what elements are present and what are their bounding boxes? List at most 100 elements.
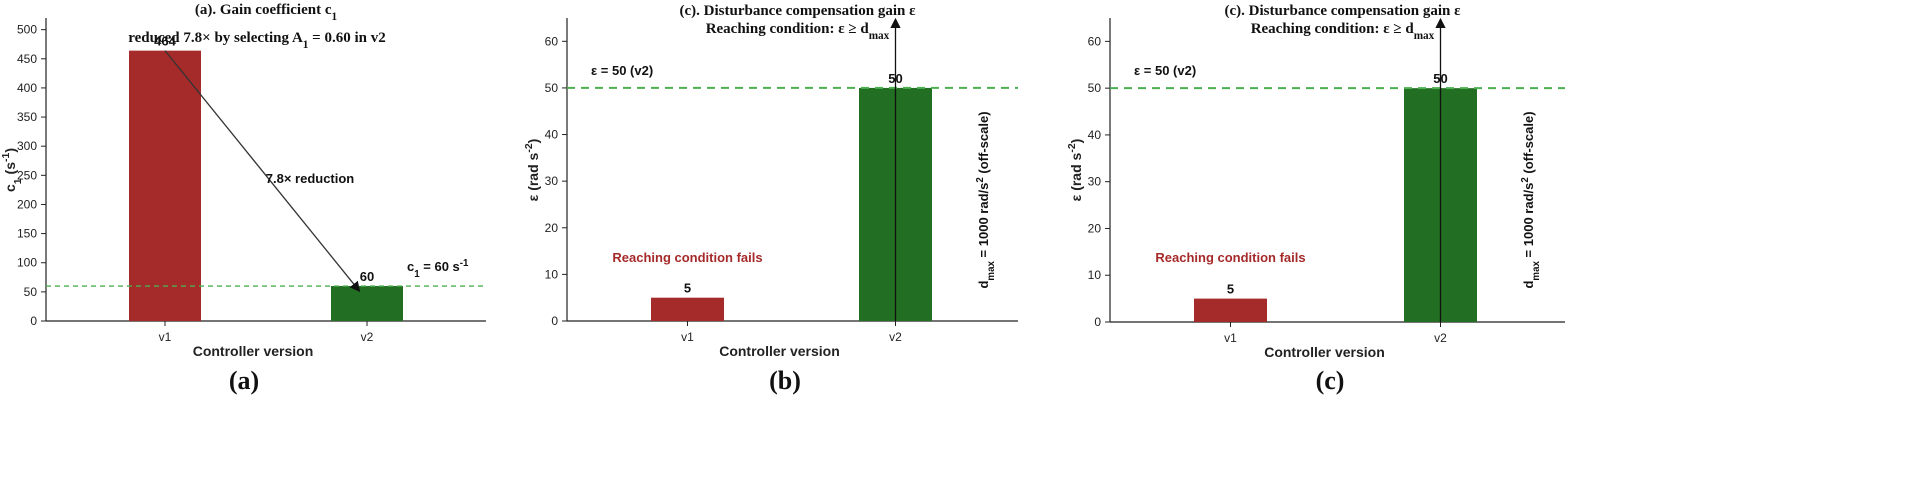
text-span: d [976, 281, 991, 289]
y-tick-label: 30 [545, 174, 559, 188]
text-span: ) [525, 139, 541, 144]
text-span: (c). Disturbance compensation gain ε [680, 3, 917, 19]
reference-line-label: ε = 50 (v2) [591, 63, 653, 78]
offscale-label: dmax = 1000 rad/s2 (off-scale) [975, 111, 997, 288]
offscale-label: dmax = 1000 rad/s2 (off-scale) [1520, 111, 1542, 288]
y-tick-label: 400 [17, 81, 37, 95]
reference-line-label: ε = 50 (v2) [1134, 63, 1196, 78]
text-span: c [407, 259, 414, 274]
text-span: 1 [332, 11, 338, 23]
text-span: Reaching condition: ε ≥ d [1251, 21, 1415, 37]
text-span: max [986, 260, 997, 280]
text-span: ε (rad s [1068, 152, 1084, 201]
x-axis-label: Controller version [1264, 344, 1385, 360]
text-span: d [1521, 281, 1536, 289]
text-span: 2 [1520, 177, 1531, 183]
bar-value-label: 464 [154, 34, 176, 49]
chart-subtitle: reduced 7.8× by selecting A1 = 0.60 in v… [128, 30, 385, 51]
y-tick-label: 30 [1088, 175, 1102, 189]
text-span: (off-scale) [1521, 111, 1536, 177]
fail-annotation: Reaching condition fails [1155, 250, 1305, 265]
x-axis-label: Controller version [193, 343, 314, 359]
text-span: = 60 s [420, 259, 460, 274]
bar-value-label: 5 [684, 281, 691, 296]
y-tick-label: 250 [17, 168, 37, 182]
bar-value-label: 5 [1227, 282, 1234, 297]
y-tick-label: 50 [1088, 81, 1102, 95]
x-axis-label: Controller version [719, 343, 840, 359]
x-tick-label: v2 [889, 330, 902, 344]
y-tick-label: 20 [545, 221, 559, 235]
chart-title: (c). Disturbance compensation gain ε [680, 3, 917, 19]
chart-panel-1: 0 50 100 150 200 250 300 350 400 450 500 464 v1 60 v2 C… [0, 2, 486, 395]
text-span: (a). Gain coefficient c [195, 2, 332, 18]
fail-annotation: Reaching condition fails [612, 250, 762, 265]
y-axis-label: ε (rad s-2) [523, 139, 541, 202]
y-tick-label: 0 [1094, 315, 1101, 329]
y-tick-label: 0 [551, 314, 558, 328]
bar-v2 [331, 286, 403, 321]
y-tick-label: 500 [17, 23, 37, 37]
y-axis-label: ε (rad s-2) [1066, 139, 1084, 202]
y-tick-label: 0 [30, 314, 37, 328]
text-span: -2 [523, 143, 535, 152]
y-tick-label: 10 [1088, 268, 1102, 282]
text-span: max [1531, 260, 1542, 280]
y-tick-label: 60 [545, 34, 559, 48]
bar-v1 [129, 50, 201, 321]
text-span: ε (rad s [525, 152, 541, 201]
text-span: max [869, 30, 890, 42]
y-tick-label: 40 [545, 128, 559, 142]
y-tick-label: 40 [1088, 128, 1102, 142]
y-tick-label: 50 [24, 285, 38, 299]
x-tick-label: v1 [1224, 331, 1237, 345]
y-tick-label: 60 [1088, 34, 1102, 48]
text-span: 2 [975, 177, 986, 183]
panel-label: (a) [229, 366, 259, 395]
x-tick-label: v2 [1434, 331, 1447, 345]
text-span: ) [1068, 139, 1084, 144]
text-span: -1 [0, 153, 12, 162]
text-span: -1 [460, 258, 469, 269]
text-span: = 0.60 in v2 [308, 30, 385, 46]
y-tick-label: 100 [17, 256, 37, 270]
text-span: 1 [414, 269, 420, 280]
y-tick-label: 150 [17, 227, 37, 241]
text-span: 1 [12, 178, 24, 184]
text-span: reduced 7.8× by selecting A [128, 30, 303, 46]
x-tick-label: v1 [681, 330, 694, 344]
bar-v1 [651, 297, 724, 321]
y-tick-label: 350 [17, 110, 37, 124]
text-span: Reaching condition: ε ≥ d [706, 21, 870, 37]
text-span: 1 [303, 39, 309, 51]
chart-subtitle: Reaching condition: ε ≥ dmax [1251, 21, 1435, 42]
reference-line-label: c1 = 60 s-1 [407, 258, 469, 280]
text-span: (s [2, 162, 18, 179]
panel-label: (b) [769, 366, 801, 395]
text-span: = 1000 rad/s [976, 183, 991, 261]
reduction-arrow [164, 50, 361, 293]
chart-title: (c). Disturbance compensation gain ε [1225, 3, 1462, 19]
text-span: = 1000 rad/s [1521, 183, 1536, 261]
text-span: (off-scale) [976, 111, 991, 177]
y-tick-label: 50 [545, 81, 559, 95]
panel-label: (c) [1316, 366, 1345, 395]
y-axis-label: c1 (s-1) [0, 148, 24, 192]
y-tick-label: 10 [545, 267, 559, 281]
x-tick-label: v2 [361, 330, 374, 344]
bar-value-label: 60 [360, 269, 374, 284]
text-span: c [2, 184, 18, 192]
chart-subtitle: Reaching condition: ε ≥ dmax [706, 21, 890, 42]
text-span: max [1414, 30, 1435, 42]
y-tick-label: 450 [17, 52, 37, 66]
text-span: -2 [1066, 143, 1078, 152]
bar-v1 [1194, 298, 1267, 322]
x-tick-label: v1 [159, 330, 172, 344]
chart-title: (a). Gain coefficient c1 [195, 2, 338, 23]
reduction-annotation: 7.8× reduction [266, 171, 355, 186]
y-tick-label: 20 [1088, 221, 1102, 235]
y-tick-label: 300 [17, 139, 37, 153]
